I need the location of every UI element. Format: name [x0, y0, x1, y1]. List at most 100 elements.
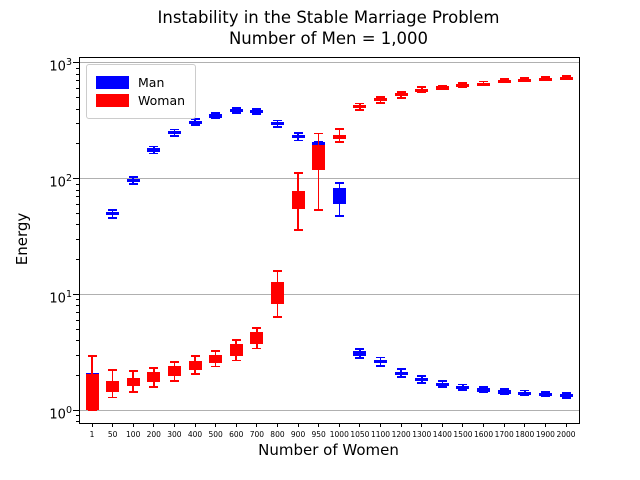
y-axis-minor-tick	[76, 97, 80, 99]
man-box	[229, 109, 243, 113]
woman-whisker-cap-top	[314, 132, 324, 135]
woman-box	[332, 134, 346, 139]
man-whisker-cap-top	[355, 347, 365, 350]
x-axis-tick	[544, 423, 546, 427]
woman-box	[559, 76, 573, 80]
y-axis-minor-tick	[76, 312, 80, 314]
legend-item-man: Man	[96, 75, 185, 90]
man-whisker-cap-top	[520, 389, 530, 392]
man-box	[188, 120, 202, 124]
x-axis-tick-label: 1200	[391, 430, 411, 439]
gridline	[80, 294, 579, 296]
man-whisker-cap-top	[540, 391, 550, 393]
x-axis-tick	[524, 423, 526, 427]
y-axis-minor-tick	[76, 421, 80, 423]
x-axis-tick-label: 900	[290, 430, 306, 439]
x-axis-tick	[297, 423, 299, 427]
x-axis-tick	[194, 423, 196, 427]
x-axis-tick	[91, 423, 93, 427]
x-axis-tick	[441, 423, 443, 427]
y-axis-minor-tick	[76, 329, 80, 331]
man-whisker-cap-bottom	[417, 381, 427, 384]
x-axis-tick-label: 1100	[370, 430, 391, 439]
woman-whisker-cap-top	[231, 339, 241, 341]
man-box	[559, 394, 573, 398]
y-axis-minor-tick	[76, 213, 80, 215]
woman-box	[518, 78, 532, 82]
man-whisker-cap-top	[499, 387, 509, 390]
x-axis-tick	[173, 423, 175, 427]
y-axis-minor-tick	[76, 204, 80, 206]
woman-box	[394, 93, 408, 97]
x-axis-tick-label: 200	[146, 430, 161, 439]
woman-whisker-cap-bottom	[108, 396, 118, 399]
man-whisker-cap-bottom	[396, 376, 406, 378]
woman-box	[456, 83, 470, 87]
y-axis-tick-label: 102	[49, 172, 72, 191]
man-whisker-cap-top	[293, 132, 303, 134]
woman-whisker-cap-top	[561, 75, 571, 77]
man-box	[147, 148, 161, 152]
man-box	[106, 211, 120, 215]
woman-whisker-cap-top	[87, 355, 97, 357]
woman-whisker-cap-top	[149, 367, 159, 369]
y-axis-minor-tick	[76, 183, 80, 185]
woman-whisker-cap-bottom	[87, 409, 97, 412]
man-whisker-cap-top	[376, 356, 386, 359]
woman-whisker-cap-top	[458, 81, 468, 84]
man-box	[250, 110, 264, 114]
woman-box	[291, 191, 305, 209]
man-whisker-cap-bottom	[334, 214, 344, 217]
x-axis-tick-label: 1	[89, 430, 95, 439]
y-axis-minor-tick	[76, 73, 80, 75]
x-axis-tick	[400, 423, 402, 427]
legend-patch-woman-icon	[96, 94, 129, 107]
man-box	[518, 391, 532, 395]
woman-whisker-cap-bottom	[252, 347, 262, 350]
x-axis-tick	[276, 423, 278, 427]
woman-whisker-cap-bottom	[396, 96, 406, 99]
woman-box	[85, 374, 99, 411]
x-axis-tick-label: 800	[270, 430, 285, 439]
woman-box	[435, 86, 449, 90]
y-axis-label: Energy	[13, 212, 31, 266]
woman-whisker-cap-top	[376, 95, 386, 98]
y-axis-minor-tick	[76, 80, 80, 82]
man-whisker-cap-bottom	[149, 152, 159, 155]
man-whisker-cap-top	[396, 368, 406, 370]
y-axis-tick-label: 103	[49, 56, 72, 75]
y-axis-minor-tick	[76, 143, 80, 145]
man-whisker-cap-bottom	[272, 126, 282, 128]
woman-whisker-cap-bottom	[272, 316, 282, 318]
man-whisker-cap-bottom	[169, 135, 179, 137]
x-axis-tick-label: 700	[249, 430, 265, 439]
x-axis-tick	[235, 423, 237, 427]
man-whisker-cap-top	[479, 386, 489, 388]
y-axis-major-tick	[73, 62, 79, 64]
x-axis-tick	[112, 423, 114, 427]
x-axis-tick-label: 400	[187, 430, 203, 439]
x-axis-tick-label: 100	[126, 430, 141, 439]
man-box	[270, 122, 284, 126]
y-axis-minor-tick	[76, 189, 80, 191]
y-axis-major-tick	[73, 178, 79, 180]
man-whisker-cap-bottom	[437, 386, 447, 388]
gridline	[80, 178, 579, 180]
woman-box	[353, 105, 367, 109]
man-whisker-cap-top	[458, 383, 468, 386]
man-whisker-cap-bottom	[108, 217, 118, 219]
man-whisker-cap-top	[128, 176, 138, 178]
woman-box	[538, 77, 552, 81]
legend-label-woman: Woman	[138, 93, 186, 108]
man-box	[167, 131, 181, 135]
x-axis-tick	[318, 423, 320, 427]
legend: Man Woman	[86, 64, 197, 119]
man-whisker-cap-top	[417, 375, 427, 377]
y-axis-minor-tick	[76, 108, 80, 110]
man-box	[291, 135, 305, 139]
woman-whisker	[317, 133, 320, 210]
y-axis-minor-tick	[76, 123, 80, 125]
woman-whisker-cap-top	[128, 370, 138, 373]
y-axis-tick-label: 100	[49, 404, 72, 422]
x-axis-tick-label: 1050	[350, 430, 370, 439]
